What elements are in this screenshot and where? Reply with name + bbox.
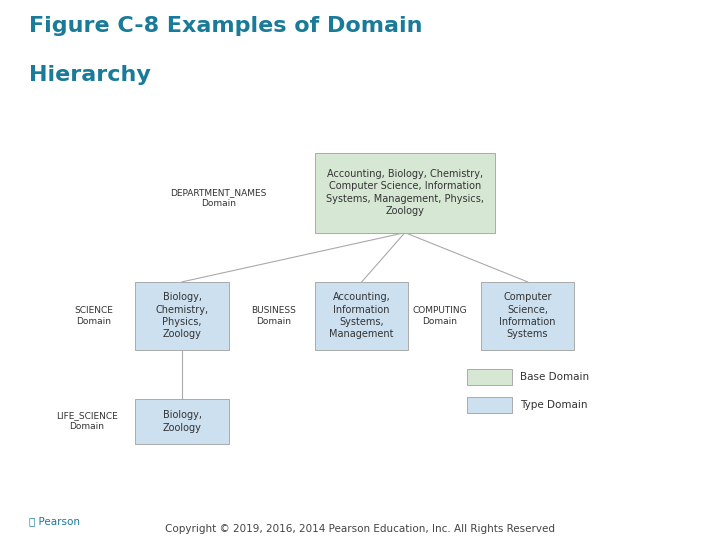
- Text: Base Domain: Base Domain: [521, 372, 590, 382]
- Text: Copyright © 2019, 2016, 2014 Pearson Education, Inc. All Rights Reserved: Copyright © 2019, 2016, 2014 Pearson Edu…: [165, 523, 555, 534]
- Text: Type Domain: Type Domain: [521, 400, 588, 410]
- Text: DEPARTMENT_NAMES
Domain: DEPARTMENT_NAMES Domain: [170, 188, 266, 208]
- Text: COMPUTING
Domain: COMPUTING Domain: [412, 306, 467, 326]
- FancyBboxPatch shape: [135, 282, 229, 349]
- Text: BUSINESS
Domain: BUSINESS Domain: [251, 306, 296, 326]
- FancyBboxPatch shape: [467, 369, 512, 386]
- FancyBboxPatch shape: [481, 282, 575, 349]
- Text: Biology,
Zoology: Biology, Zoology: [163, 410, 202, 433]
- Text: Figure C-8 Examples of Domain: Figure C-8 Examples of Domain: [29, 16, 423, 36]
- Text: Biology,
Chemistry,
Physics,
Zoology: Biology, Chemistry, Physics, Zoology: [156, 292, 209, 339]
- FancyBboxPatch shape: [315, 282, 408, 349]
- Text: Accounting, Biology, Chemistry,
Computer Science, Information
Systems, Managemen: Accounting, Biology, Chemistry, Computer…: [326, 169, 484, 216]
- FancyBboxPatch shape: [315, 153, 495, 233]
- Text: Ⓟ Pearson: Ⓟ Pearson: [29, 516, 80, 526]
- Text: Accounting,
Information
Systems,
Management: Accounting, Information Systems, Managem…: [330, 292, 394, 339]
- FancyBboxPatch shape: [135, 399, 229, 444]
- Text: LIFE_SCIENCE
Domain: LIFE_SCIENCE Domain: [56, 411, 118, 431]
- Text: SCIENCE
Domain: SCIENCE Domain: [74, 306, 113, 326]
- Text: Hierarchy: Hierarchy: [29, 65, 150, 85]
- FancyBboxPatch shape: [467, 397, 512, 413]
- Text: Computer
Science,
Information
Systems: Computer Science, Information Systems: [500, 292, 556, 339]
